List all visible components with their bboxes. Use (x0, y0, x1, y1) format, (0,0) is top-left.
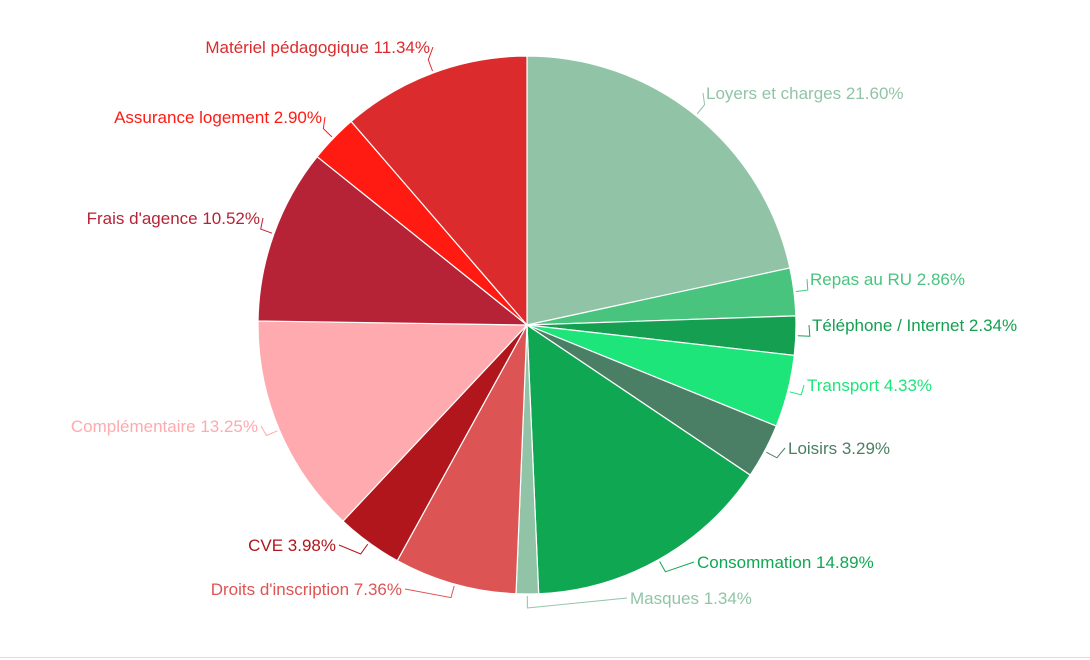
connector-repas-au-ru (795, 278, 809, 292)
slice-labels: Loyers et charges 21.60% Repas au RU 2.86… (71, 38, 1017, 608)
slice-label-telephone-internet: Téléphone / Internet 2.34% (812, 316, 1017, 335)
label-connectors (260, 46, 811, 609)
connector-masques (526, 595, 628, 609)
connector-cve (338, 543, 369, 555)
slice-label-cve: CVE 3.98% (248, 536, 336, 555)
slice-label-materiel-pedagogique: Matériel pédagogique 11.34% (205, 38, 430, 57)
slice-label-loyers-et-charges: Loyers et charges 21.60% (706, 84, 904, 103)
slice-label-assurance-logement: Assurance logement 2.90% (114, 108, 322, 127)
connector-transport (789, 384, 805, 396)
slice-label-transport: Transport 4.33% (807, 376, 932, 395)
pie-slices (257, 55, 797, 595)
connector-consommation (659, 561, 695, 573)
pie-slice-droits-d-inscription[interactable] (396, 324, 528, 595)
pie-slice-materiel-pedagogique[interactable] (350, 55, 528, 327)
slice-label-repas-au-ru: Repas au RU 2.86% (810, 270, 965, 289)
connector-droits-d-inscription (404, 585, 455, 599)
pie-slice-consommation[interactable] (526, 323, 752, 595)
connector-assurance-logement (322, 116, 333, 138)
slice-label-droits-d-inscription: Droits d'inscription 7.36% (211, 580, 402, 599)
slice-label-consommation: Consommation 14.89% (697, 553, 874, 572)
connector-loisirs (766, 447, 786, 459)
connector-materiel-pedagogique (427, 46, 434, 72)
pie-slice-loyers-et-charges[interactable] (526, 55, 791, 326)
connector-loyers-et-charges (696, 92, 706, 115)
bottom-divider (0, 657, 1090, 658)
pie-slice-frais-d-agence[interactable] (257, 155, 529, 326)
slice-label-frais-d-agence: Frais d'agence 10.52% (87, 209, 260, 228)
connector-telephone-internet (797, 324, 811, 337)
slice-label-complementaire: Complémentaire 13.25% (71, 417, 258, 436)
slice-label-loisirs: Loisirs 3.29% (788, 439, 890, 458)
slice-label-masques: Masques 1.34% (630, 589, 752, 608)
connector-complementaire (260, 425, 278, 437)
pie-slice-complementaire[interactable] (257, 320, 529, 523)
connector-frais-d-agence (260, 217, 273, 234)
